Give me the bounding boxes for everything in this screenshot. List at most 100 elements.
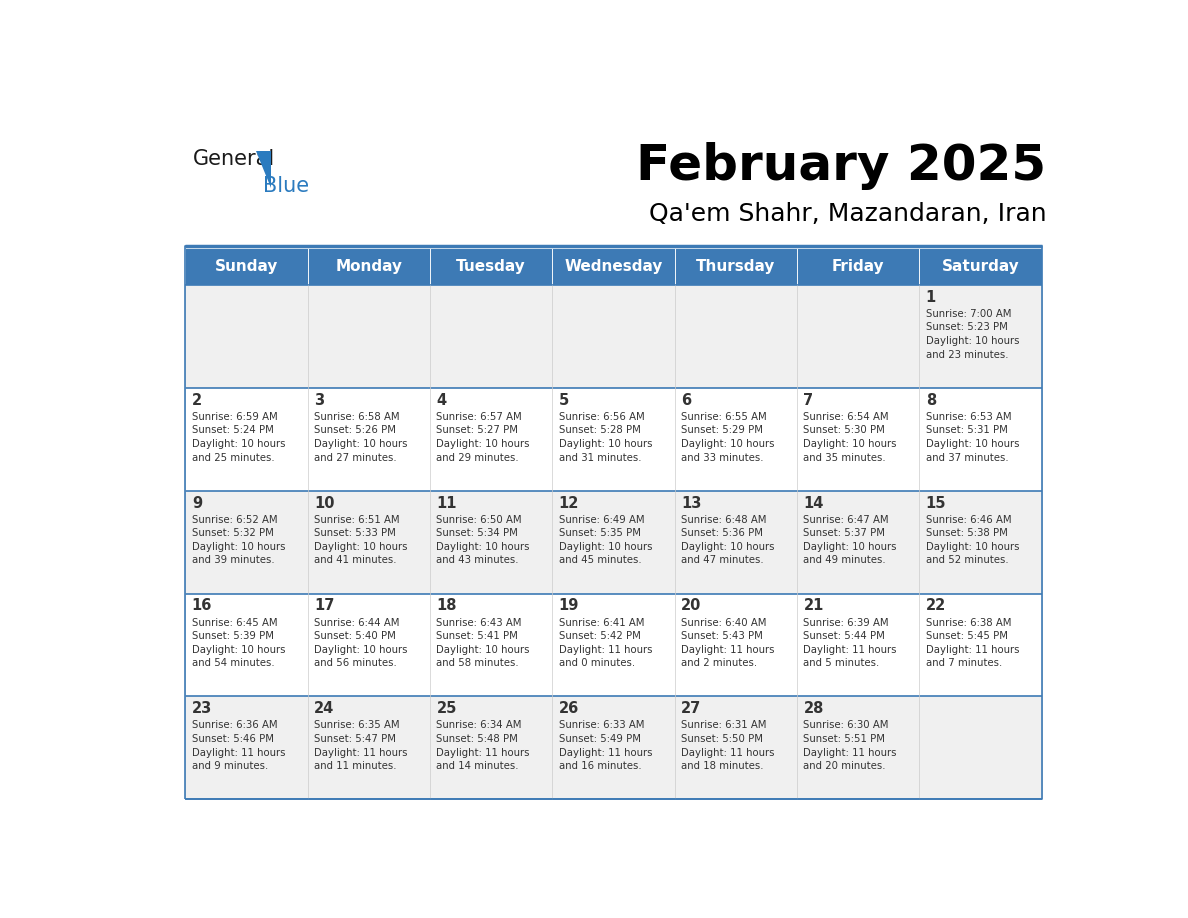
Bar bbox=[675, 697, 797, 800]
Bar bbox=[308, 285, 430, 387]
Bar bbox=[552, 697, 675, 800]
Text: 8: 8 bbox=[925, 393, 936, 408]
Text: Sunrise: 6:51 AM
Sunset: 5:33 PM
Daylight: 10 hours
and 41 minutes.: Sunrise: 6:51 AM Sunset: 5:33 PM Dayligh… bbox=[314, 515, 407, 565]
Bar bbox=[675, 285, 797, 387]
Bar bbox=[185, 697, 308, 800]
Text: 23: 23 bbox=[191, 701, 211, 716]
Text: Sunrise: 6:49 AM
Sunset: 5:35 PM
Daylight: 10 hours
and 45 minutes.: Sunrise: 6:49 AM Sunset: 5:35 PM Dayligh… bbox=[558, 515, 652, 565]
Text: Sunrise: 6:39 AM
Sunset: 5:44 PM
Daylight: 11 hours
and 5 minutes.: Sunrise: 6:39 AM Sunset: 5:44 PM Dayligh… bbox=[803, 618, 897, 668]
Bar bbox=[920, 490, 1042, 594]
Bar bbox=[430, 248, 552, 285]
Text: Sunrise: 6:43 AM
Sunset: 5:41 PM
Daylight: 10 hours
and 58 minutes.: Sunrise: 6:43 AM Sunset: 5:41 PM Dayligh… bbox=[436, 618, 530, 668]
Text: February 2025: February 2025 bbox=[636, 142, 1047, 190]
Text: 1: 1 bbox=[925, 290, 936, 305]
Bar bbox=[675, 248, 797, 285]
Text: 6: 6 bbox=[681, 393, 691, 408]
Text: Sunrise: 7:00 AM
Sunset: 5:23 PM
Daylight: 10 hours
and 23 minutes.: Sunrise: 7:00 AM Sunset: 5:23 PM Dayligh… bbox=[925, 308, 1019, 360]
Text: 13: 13 bbox=[681, 496, 701, 510]
Bar bbox=[797, 248, 920, 285]
Text: Friday: Friday bbox=[832, 259, 884, 274]
Text: Sunrise: 6:33 AM
Sunset: 5:49 PM
Daylight: 11 hours
and 16 minutes.: Sunrise: 6:33 AM Sunset: 5:49 PM Dayligh… bbox=[558, 721, 652, 771]
Text: General: General bbox=[192, 149, 274, 169]
Text: Sunrise: 6:31 AM
Sunset: 5:50 PM
Daylight: 11 hours
and 18 minutes.: Sunrise: 6:31 AM Sunset: 5:50 PM Dayligh… bbox=[681, 721, 775, 771]
Text: 21: 21 bbox=[803, 599, 823, 613]
Bar bbox=[797, 490, 920, 594]
Bar bbox=[675, 594, 797, 697]
Text: 15: 15 bbox=[925, 496, 946, 510]
Bar bbox=[308, 697, 430, 800]
Bar bbox=[185, 490, 308, 594]
Text: Qa'em Shahr, Mazandaran, Iran: Qa'em Shahr, Mazandaran, Iran bbox=[649, 202, 1047, 226]
Polygon shape bbox=[255, 151, 271, 188]
Text: Sunrise: 6:56 AM
Sunset: 5:28 PM
Daylight: 10 hours
and 31 minutes.: Sunrise: 6:56 AM Sunset: 5:28 PM Dayligh… bbox=[558, 411, 652, 463]
Text: Saturday: Saturday bbox=[942, 259, 1019, 274]
Text: Sunrise: 6:50 AM
Sunset: 5:34 PM
Daylight: 10 hours
and 43 minutes.: Sunrise: 6:50 AM Sunset: 5:34 PM Dayligh… bbox=[436, 515, 530, 565]
Bar bbox=[185, 285, 308, 387]
Bar bbox=[552, 248, 675, 285]
Bar bbox=[308, 490, 430, 594]
Bar bbox=[920, 697, 1042, 800]
Text: 26: 26 bbox=[558, 701, 579, 716]
Text: Sunrise: 6:58 AM
Sunset: 5:26 PM
Daylight: 10 hours
and 27 minutes.: Sunrise: 6:58 AM Sunset: 5:26 PM Dayligh… bbox=[314, 411, 407, 463]
Bar bbox=[308, 594, 430, 697]
Text: 4: 4 bbox=[436, 393, 447, 408]
Bar bbox=[430, 697, 552, 800]
Text: 16: 16 bbox=[191, 599, 213, 613]
Text: Blue: Blue bbox=[263, 176, 309, 196]
Text: Sunrise: 6:55 AM
Sunset: 5:29 PM
Daylight: 10 hours
and 33 minutes.: Sunrise: 6:55 AM Sunset: 5:29 PM Dayligh… bbox=[681, 411, 775, 463]
Text: 18: 18 bbox=[436, 599, 457, 613]
Text: 3: 3 bbox=[314, 393, 324, 408]
Text: Sunrise: 6:54 AM
Sunset: 5:30 PM
Daylight: 10 hours
and 35 minutes.: Sunrise: 6:54 AM Sunset: 5:30 PM Dayligh… bbox=[803, 411, 897, 463]
Bar bbox=[552, 285, 675, 387]
Bar bbox=[430, 387, 552, 490]
Text: Sunrise: 6:53 AM
Sunset: 5:31 PM
Daylight: 10 hours
and 37 minutes.: Sunrise: 6:53 AM Sunset: 5:31 PM Dayligh… bbox=[925, 411, 1019, 463]
Text: 11: 11 bbox=[436, 496, 457, 510]
Text: Sunrise: 6:52 AM
Sunset: 5:32 PM
Daylight: 10 hours
and 39 minutes.: Sunrise: 6:52 AM Sunset: 5:32 PM Dayligh… bbox=[191, 515, 285, 565]
Text: 19: 19 bbox=[558, 599, 579, 613]
Text: Sunrise: 6:34 AM
Sunset: 5:48 PM
Daylight: 11 hours
and 14 minutes.: Sunrise: 6:34 AM Sunset: 5:48 PM Dayligh… bbox=[436, 721, 530, 771]
Text: Sunrise: 6:59 AM
Sunset: 5:24 PM
Daylight: 10 hours
and 25 minutes.: Sunrise: 6:59 AM Sunset: 5:24 PM Dayligh… bbox=[191, 411, 285, 463]
Text: 9: 9 bbox=[191, 496, 202, 510]
Text: 20: 20 bbox=[681, 599, 701, 613]
Bar bbox=[797, 285, 920, 387]
Text: 28: 28 bbox=[803, 701, 823, 716]
Text: Sunrise: 6:48 AM
Sunset: 5:36 PM
Daylight: 10 hours
and 47 minutes.: Sunrise: 6:48 AM Sunset: 5:36 PM Dayligh… bbox=[681, 515, 775, 565]
Bar bbox=[185, 594, 308, 697]
Bar bbox=[797, 387, 920, 490]
Bar bbox=[430, 594, 552, 697]
Bar bbox=[675, 490, 797, 594]
Bar bbox=[552, 387, 675, 490]
Text: 17: 17 bbox=[314, 599, 335, 613]
Text: Sunrise: 6:47 AM
Sunset: 5:37 PM
Daylight: 10 hours
and 49 minutes.: Sunrise: 6:47 AM Sunset: 5:37 PM Dayligh… bbox=[803, 515, 897, 565]
Text: Wednesday: Wednesday bbox=[564, 259, 663, 274]
Text: 27: 27 bbox=[681, 701, 701, 716]
Text: Sunrise: 6:30 AM
Sunset: 5:51 PM
Daylight: 11 hours
and 20 minutes.: Sunrise: 6:30 AM Sunset: 5:51 PM Dayligh… bbox=[803, 721, 897, 771]
Bar bbox=[185, 387, 308, 490]
Text: 10: 10 bbox=[314, 496, 335, 510]
Bar bbox=[308, 387, 430, 490]
Text: 22: 22 bbox=[925, 599, 946, 613]
Text: Sunrise: 6:46 AM
Sunset: 5:38 PM
Daylight: 10 hours
and 52 minutes.: Sunrise: 6:46 AM Sunset: 5:38 PM Dayligh… bbox=[925, 515, 1019, 565]
Text: 14: 14 bbox=[803, 496, 823, 510]
Text: Sunrise: 6:40 AM
Sunset: 5:43 PM
Daylight: 11 hours
and 2 minutes.: Sunrise: 6:40 AM Sunset: 5:43 PM Dayligh… bbox=[681, 618, 775, 668]
Bar bbox=[797, 697, 920, 800]
Text: 5: 5 bbox=[558, 393, 569, 408]
Bar bbox=[430, 490, 552, 594]
Text: Tuesday: Tuesday bbox=[456, 259, 526, 274]
Bar bbox=[920, 248, 1042, 285]
Bar bbox=[675, 387, 797, 490]
Text: Sunrise: 6:44 AM
Sunset: 5:40 PM
Daylight: 10 hours
and 56 minutes.: Sunrise: 6:44 AM Sunset: 5:40 PM Dayligh… bbox=[314, 618, 407, 668]
Bar bbox=[430, 285, 552, 387]
Text: Sunday: Sunday bbox=[215, 259, 278, 274]
Text: Sunrise: 6:38 AM
Sunset: 5:45 PM
Daylight: 11 hours
and 7 minutes.: Sunrise: 6:38 AM Sunset: 5:45 PM Dayligh… bbox=[925, 618, 1019, 668]
Text: Sunrise: 6:57 AM
Sunset: 5:27 PM
Daylight: 10 hours
and 29 minutes.: Sunrise: 6:57 AM Sunset: 5:27 PM Dayligh… bbox=[436, 411, 530, 463]
Bar bbox=[308, 248, 430, 285]
Bar bbox=[185, 248, 308, 285]
Text: 2: 2 bbox=[191, 393, 202, 408]
Text: Sunrise: 6:41 AM
Sunset: 5:42 PM
Daylight: 11 hours
and 0 minutes.: Sunrise: 6:41 AM Sunset: 5:42 PM Dayligh… bbox=[558, 618, 652, 668]
Text: Thursday: Thursday bbox=[696, 259, 776, 274]
Text: Sunrise: 6:36 AM
Sunset: 5:46 PM
Daylight: 11 hours
and 9 minutes.: Sunrise: 6:36 AM Sunset: 5:46 PM Dayligh… bbox=[191, 721, 285, 771]
Text: Monday: Monday bbox=[335, 259, 403, 274]
Bar bbox=[920, 387, 1042, 490]
Bar bbox=[552, 490, 675, 594]
